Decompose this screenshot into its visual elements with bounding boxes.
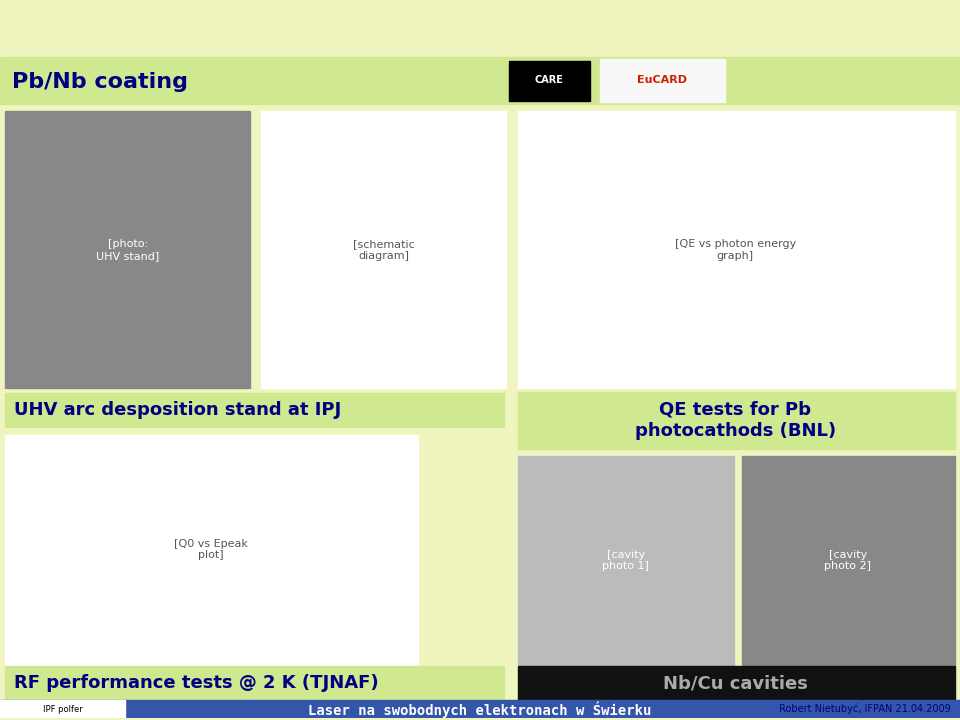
Text: [Q0 vs Epeak
plot]: [Q0 vs Epeak plot]	[175, 539, 248, 560]
Text: EuCARD: EuCARD	[637, 76, 687, 86]
Bar	[5, 112, 250, 388]
Text: IPF polfer: IPF polfer	[42, 706, 83, 714]
Bar	[5, 666, 504, 701]
Text: [QE vs photon energy
graph]: [QE vs photon energy graph]	[675, 239, 796, 261]
Text: RF performance tests @ 2 K (TJNAF): RF performance tests @ 2 K (TJNAF)	[14, 674, 379, 692]
Text: [photo:
UHV stand]: [photo: UHV stand]	[96, 239, 159, 261]
Bar	[0, 701, 960, 719]
Bar	[5, 435, 418, 665]
Bar	[5, 393, 504, 428]
Bar	[518, 666, 955, 701]
Text: Robert Nietubyć, IFPAN 21.04.2009: Robert Nietubyć, IFPAN 21.04.2009	[779, 703, 950, 714]
Text: [cavity
photo 2]: [cavity photo 2]	[825, 549, 871, 571]
Bar	[742, 456, 955, 665]
Text: QE tests for Pb
photocathods (BNL): QE tests for Pb photocathods (BNL)	[635, 401, 836, 440]
Bar	[0, 0, 960, 50]
Text: UHV arc desposition stand at IPJ: UHV arc desposition stand at IPJ	[14, 401, 342, 419]
Text: Nb/Cu cavities: Nb/Cu cavities	[663, 674, 807, 692]
Bar	[261, 112, 506, 388]
Text: Pb/Nb coating: Pb/Nb coating	[12, 72, 187, 92]
Text: CARE: CARE	[535, 76, 564, 86]
Text: [schematic
diagram]: [schematic diagram]	[353, 239, 415, 261]
Bar	[518, 456, 734, 665]
Bar	[518, 392, 955, 449]
Text: [cavity
photo 1]: [cavity photo 1]	[603, 549, 649, 571]
Text: Laser na swobodnych elektronach w Świerku: Laser na swobodnych elektronach w Świerk…	[308, 701, 652, 718]
Bar	[518, 112, 955, 388]
Bar	[0, 58, 960, 104]
Bar	[0, 701, 125, 719]
Bar	[509, 61, 590, 101]
Bar	[600, 59, 725, 102]
